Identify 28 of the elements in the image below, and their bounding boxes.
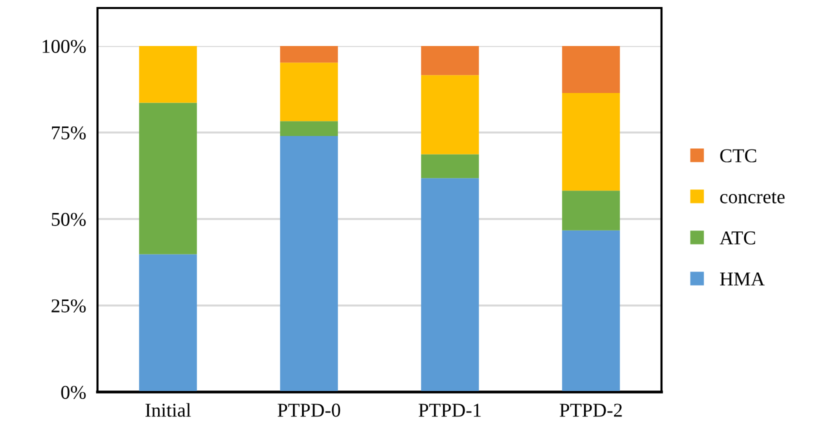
legend-label: concrete xyxy=(720,192,785,204)
bar xyxy=(139,46,197,103)
y-tick-label: 50% xyxy=(52,212,86,226)
bar xyxy=(280,46,338,63)
y-tick-label: 75% xyxy=(52,126,86,140)
y-tick-label: 0% xyxy=(61,386,86,399)
bar xyxy=(562,93,620,191)
bar xyxy=(421,154,479,178)
x-tick-label: Initial xyxy=(145,403,191,417)
bar xyxy=(562,46,620,94)
bar xyxy=(562,190,620,230)
bar xyxy=(139,254,197,392)
x-tick-label: PTPD-2 xyxy=(560,404,622,417)
y-tick-label: 100% xyxy=(42,40,86,53)
legend-label: HMA xyxy=(720,272,765,286)
bar xyxy=(421,178,479,392)
bar xyxy=(562,230,620,392)
bar xyxy=(421,46,479,76)
y-tick-label: 25% xyxy=(52,299,86,312)
x-tick-label: PTPD-1 xyxy=(418,404,481,417)
bar xyxy=(280,136,338,392)
x-tick-label: PTPD-0 xyxy=(278,404,340,417)
bar xyxy=(280,121,338,136)
legend-label: ATC xyxy=(720,231,756,244)
bar xyxy=(280,62,338,122)
bar xyxy=(421,75,479,154)
legend-label: CTC xyxy=(720,149,756,162)
bar xyxy=(139,102,197,254)
